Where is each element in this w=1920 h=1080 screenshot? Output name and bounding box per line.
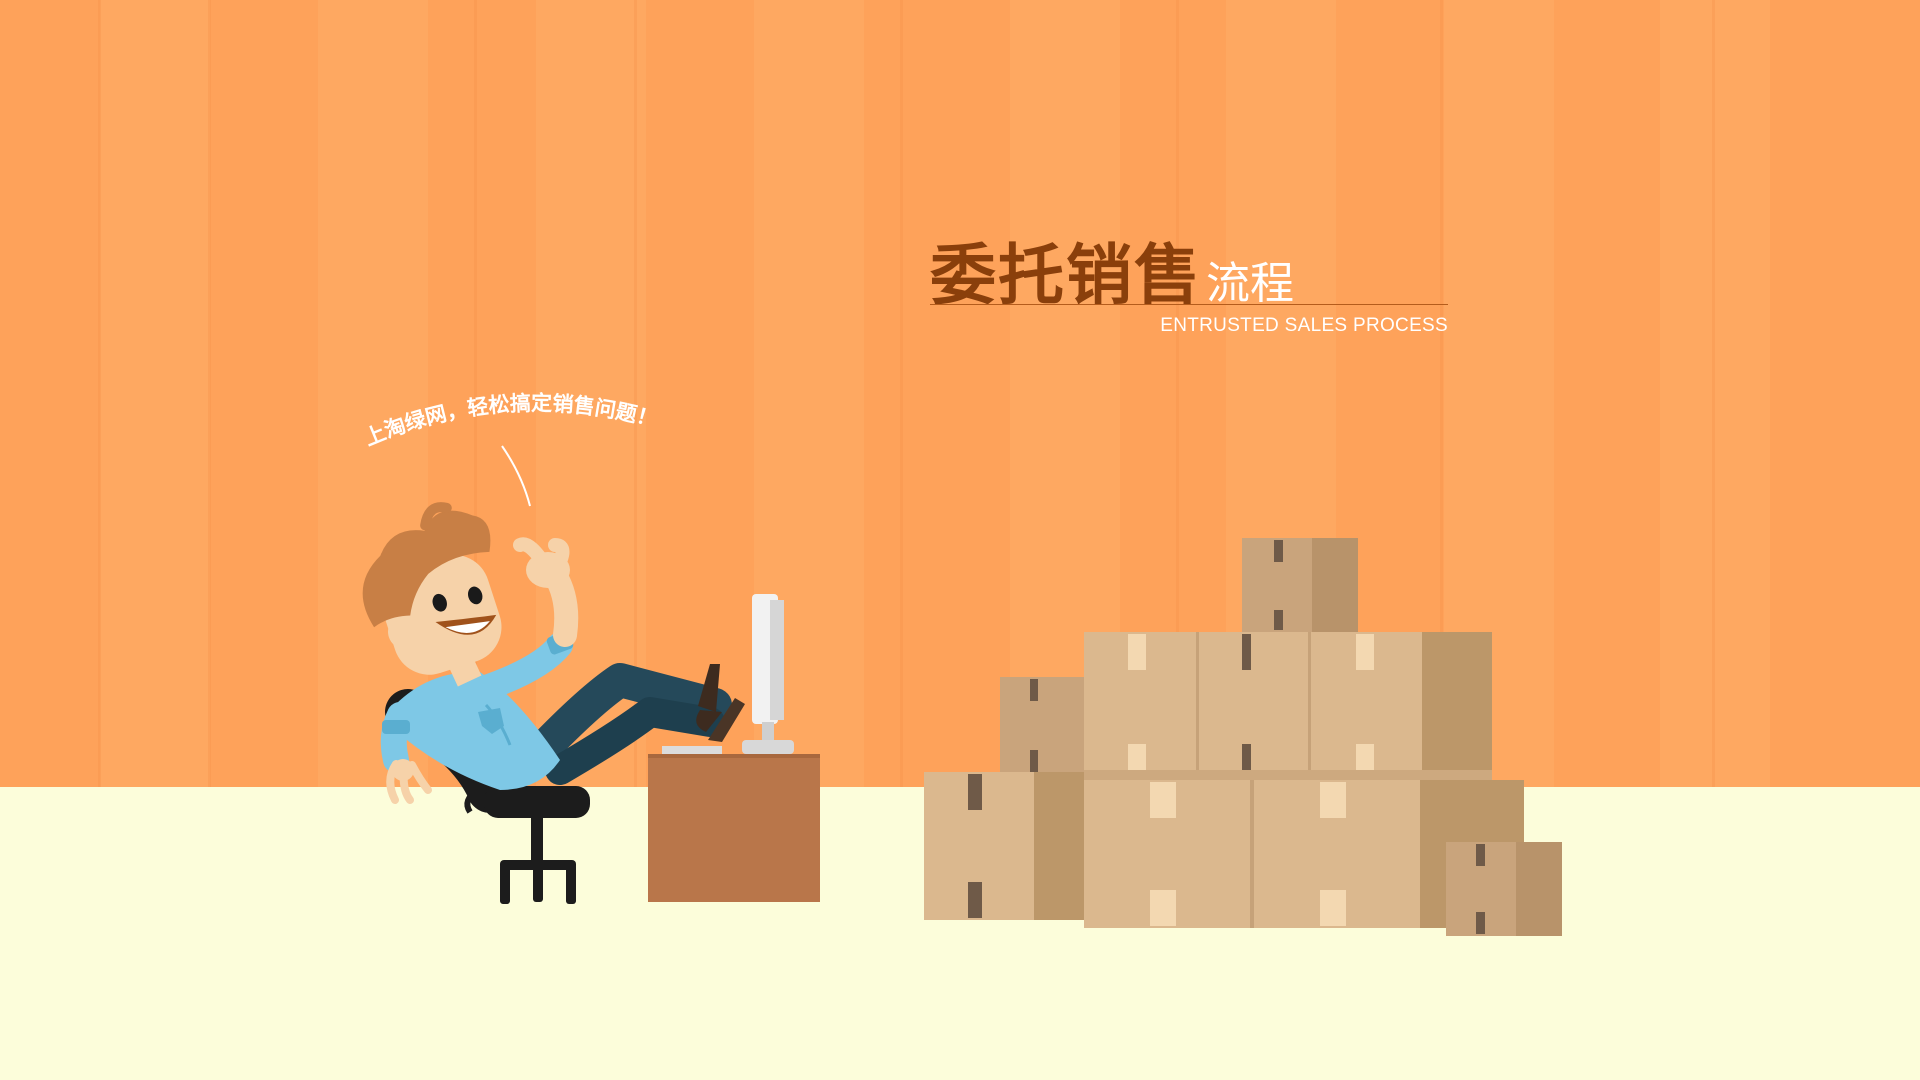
cardboard-boxes-icon bbox=[924, 538, 1562, 936]
title-line: 委托销售流程 bbox=[930, 222, 1450, 318]
title-sub: 流程 bbox=[1206, 258, 1294, 309]
keyboard bbox=[662, 746, 722, 754]
monitor-icon bbox=[742, 594, 794, 754]
title-divider bbox=[930, 304, 1448, 305]
title-english: ENTRUSTED SALES PROCESS bbox=[1160, 315, 1448, 336]
wall-background bbox=[0, 0, 1920, 790]
desk-icon bbox=[648, 754, 820, 902]
title-block: 委托销售流程 ENTRUSTED SALES PROCESS bbox=[930, 222, 1450, 336]
man-relaxing-icon bbox=[362, 502, 745, 804]
wall-stripes bbox=[100, 0, 1770, 790]
slogan-pointer bbox=[501, 445, 531, 507]
wall-stripe-lines bbox=[98, 0, 1715, 790]
title-main: 委托销售 bbox=[930, 237, 1202, 314]
